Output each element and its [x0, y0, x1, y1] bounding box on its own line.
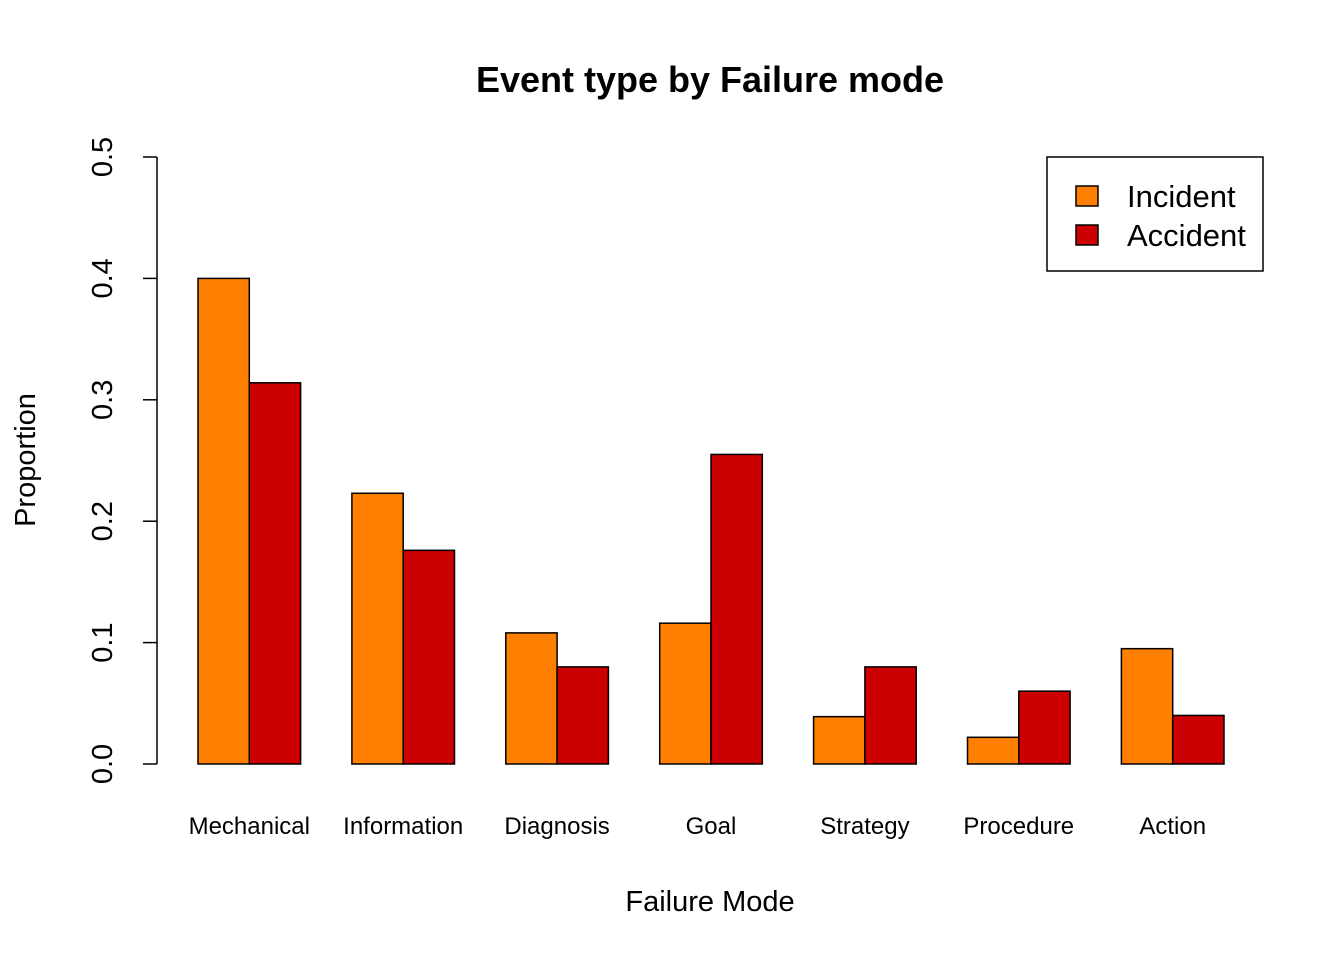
legend-label-incident: Incident [1127, 179, 1236, 214]
bar-accident-action [1171, 714, 1225, 765]
bar-accident-diagnosis [556, 666, 610, 765]
legend-box [1046, 156, 1264, 272]
y-tick-label: 0.1 [87, 622, 119, 662]
bar-accident-goal [710, 453, 764, 765]
y-tick-label: 0.0 [87, 744, 119, 784]
x-category-label: Action [1139, 813, 1206, 840]
x-category-label: Mechanical [189, 813, 310, 840]
x-category-label: Goal [686, 813, 737, 840]
y-axis: 0.0 0.1 0.2 0.3 0.4 0.5 [87, 137, 158, 784]
bar-incident-goal [658, 622, 712, 765]
chart-title: Event type by Failure mode [476, 59, 944, 100]
legend-swatch-incident [1075, 185, 1099, 207]
x-category-label: Diagnosis [504, 813, 609, 840]
bar-accident-mechanical [248, 382, 302, 765]
legend: Incident Accident [1046, 156, 1264, 272]
legend-swatch-accident [1075, 224, 1099, 246]
y-tick-label: 0.5 [87, 137, 119, 177]
bar-incident-strategy [812, 715, 866, 765]
category-labels: Mechanical Information Diagnosis Goal Strate… [189, 813, 1206, 840]
bar-incident-mechanical [197, 277, 251, 765]
x-axis-label: Failure Mode [625, 886, 794, 918]
y-tick-label: 0.2 [87, 501, 119, 541]
y-axis-label: Proportion [10, 393, 42, 527]
bar-accident-procedure [1018, 690, 1071, 765]
x-category-label: Strategy [820, 813, 909, 840]
bar-incident-information [351, 492, 404, 765]
x-category-label: Procedure [963, 813, 1074, 840]
bar-accident-information [402, 549, 456, 765]
bar-incident-procedure [966, 736, 1020, 765]
bars-group [197, 277, 1225, 765]
bar-incident-action [1120, 647, 1174, 765]
legend-label-accident: Accident [1127, 218, 1246, 253]
bar-incident-diagnosis [505, 632, 558, 765]
y-tick-label: 0.3 [87, 380, 119, 420]
x-category-label: Information [343, 813, 463, 840]
y-tick-label: 0.4 [87, 258, 119, 298]
bar-accident-strategy [864, 666, 917, 765]
